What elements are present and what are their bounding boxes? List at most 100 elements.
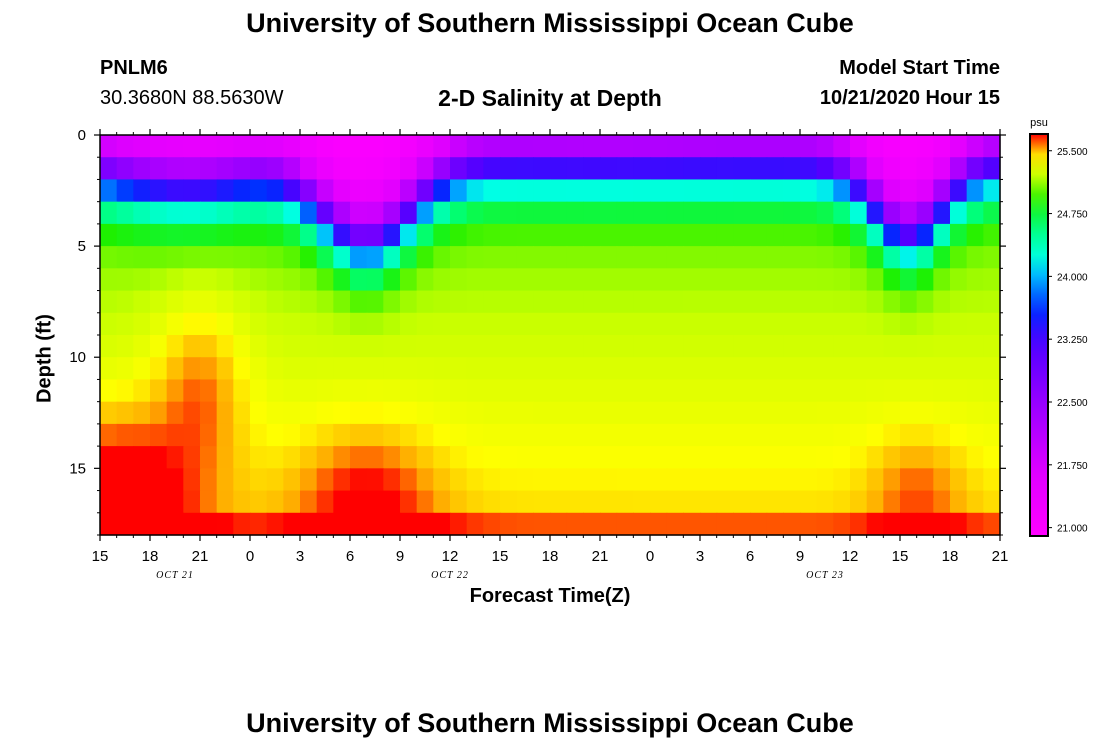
heatmap-cell (316, 357, 334, 381)
heatmap-cell (616, 490, 634, 514)
heatmap-cell (100, 379, 118, 403)
heatmap-cell (783, 401, 801, 425)
heatmap-cell (383, 512, 401, 536)
heatmap-cell (916, 379, 934, 403)
heatmap-cell (483, 201, 501, 225)
heatmap-cell (783, 179, 801, 203)
heatmap-cell (900, 312, 918, 336)
heatmap-cell (766, 201, 784, 225)
heatmap-cell (366, 179, 384, 203)
heatmap-cell (950, 157, 968, 181)
heatmap-cell (583, 246, 601, 269)
heatmap-cell (466, 223, 484, 247)
heatmap-cell (800, 312, 818, 336)
heatmap-cell (416, 201, 434, 225)
heatmap-cell (483, 512, 501, 536)
heatmap-cell (100, 401, 118, 425)
y-tick-label: 10 (69, 349, 86, 366)
heatmap-cell (183, 468, 201, 492)
heatmap-cell (883, 379, 901, 403)
heatmap-cell (316, 446, 334, 469)
heatmap-cell (683, 268, 701, 292)
heatmap-cell (616, 268, 634, 292)
heatmap-cell (633, 446, 651, 469)
heatmap-cell (550, 468, 568, 492)
heatmap-cell (100, 312, 118, 336)
heatmap-cell (516, 135, 534, 158)
heatmap-cell (483, 379, 501, 403)
heatmap-cell (333, 335, 351, 358)
heatmap-cell (850, 201, 868, 225)
heatmap-cell (850, 268, 868, 292)
heatmap-cell (183, 446, 201, 469)
heatmap-cell (333, 201, 351, 225)
heatmap-cell (633, 201, 651, 225)
heatmap-cell (283, 423, 301, 447)
heatmap-cell (383, 268, 401, 292)
heatmap-cell (916, 423, 934, 447)
heatmap-cell (816, 290, 834, 314)
heatmap-cell (566, 335, 584, 358)
heatmap-cell (133, 512, 151, 536)
heatmap-cell (233, 223, 251, 247)
heatmap-cell (100, 135, 118, 158)
x-tick-label: 15 (92, 548, 109, 565)
heatmap-cell (483, 157, 501, 181)
heatmap-cell (833, 512, 851, 536)
heatmap-cell (533, 423, 551, 447)
colorbar-tick-label: 25.500 (1057, 147, 1088, 158)
heatmap-cell (466, 468, 484, 492)
heatmap-cell (966, 223, 984, 247)
heatmap-cell (300, 312, 318, 336)
heatmap-cell (600, 135, 618, 158)
heatmap-cell (683, 312, 701, 336)
heatmap-cell (166, 446, 184, 469)
heatmap-cell (633, 179, 651, 203)
heatmap-cell (583, 512, 601, 536)
heatmap-cell (983, 179, 1001, 203)
heatmap-cell (566, 135, 584, 158)
heatmap-cell (800, 379, 818, 403)
heatmap-cell (200, 401, 218, 425)
station-coords: 30.3680N 88.5630W (100, 87, 284, 109)
heatmap-cell (416, 312, 434, 336)
heatmap-cell (683, 179, 701, 203)
heatmap-cell (550, 490, 568, 514)
heatmap-cell (100, 290, 118, 314)
date-label: OCT 23 (806, 570, 844, 581)
heatmap-cell (550, 357, 568, 381)
heatmap-cell (183, 379, 201, 403)
heatmap-cell (533, 179, 551, 203)
heatmap-cell (350, 268, 368, 292)
heatmap-cell (400, 468, 418, 492)
heatmap-cell (483, 246, 501, 269)
heatmap-cell (350, 468, 368, 492)
heatmap-cell (466, 335, 484, 358)
heatmap-cell (866, 312, 884, 336)
heatmap-cell (150, 335, 168, 358)
heatmap-cell (316, 157, 334, 181)
heatmap-cell (233, 468, 251, 492)
heatmap-cell (683, 246, 701, 269)
heatmap-cell (166, 468, 184, 492)
heatmap-cell (333, 468, 351, 492)
heatmap-cell (500, 268, 518, 292)
heatmap-cell (216, 312, 234, 336)
heatmap-cell (766, 135, 784, 158)
heatmap-cell (400, 135, 418, 158)
heatmap-cell (950, 290, 968, 314)
heatmap-cell (766, 446, 784, 469)
heatmap-cell (233, 157, 251, 181)
heatmap-cell (550, 179, 568, 203)
heatmap-cell (516, 290, 534, 314)
heatmap-cell (466, 379, 484, 403)
heatmap-cell (316, 512, 334, 536)
heatmap-cell (133, 223, 151, 247)
heatmap-cell (400, 157, 418, 181)
heatmap-cell (950, 401, 968, 425)
heatmap-cell (550, 268, 568, 292)
heatmap-cell (966, 423, 984, 447)
heatmap-cell (316, 135, 334, 158)
heatmap-cell (566, 468, 584, 492)
heatmap-cell (383, 312, 401, 336)
